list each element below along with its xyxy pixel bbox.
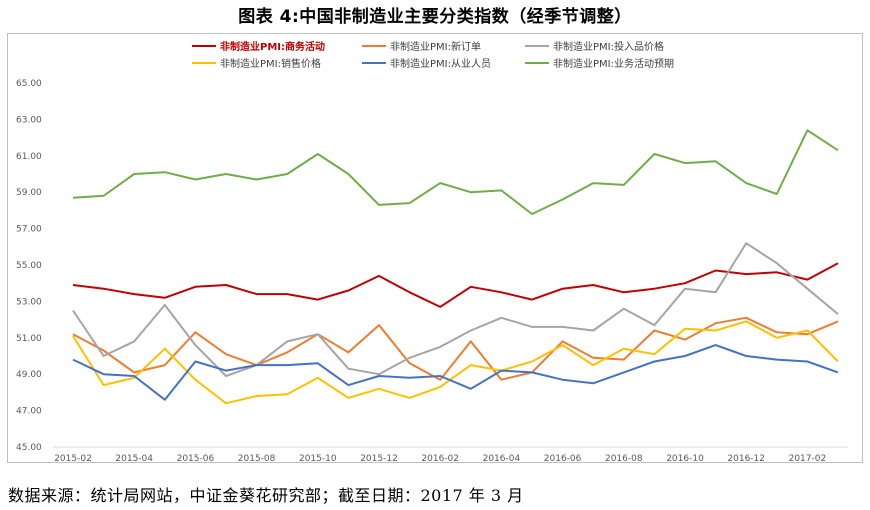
x-tick-label: 2016-04: [483, 454, 521, 464]
source-note: 数据来源：统计局网站，中证金葵花研究部；截至日期：2017 年 3 月: [8, 486, 524, 505]
x-tick-label: 2016-06: [544, 454, 582, 464]
x-tick-label: 2017-02: [789, 454, 827, 464]
y-tick-label: 55.00: [16, 261, 42, 271]
y-tick-label: 45.00: [16, 443, 42, 453]
x-tick-label: 2015-08: [238, 454, 276, 464]
legend-item-4: 非制造业PMI:销售价格: [192, 57, 321, 70]
x-tick-label: 2015-12: [360, 454, 398, 464]
x-tick-label: 2016-08: [605, 454, 643, 464]
legend-label: 非制造业PMI:从业人员: [390, 57, 491, 70]
plot-area: [72, 129, 839, 405]
y-tick-label: 57.00: [16, 225, 42, 235]
legend-item-1: 非制造业PMI:商务活动: [192, 40, 325, 53]
legend-label: 非制造业PMI:投入品价格: [553, 40, 664, 53]
y-tick-label: 61.00: [16, 152, 42, 162]
legend-label: 非制造业PMI:商务活动: [220, 40, 325, 53]
series-line-6: [72, 129, 839, 215]
series-line-1: [72, 262, 839, 308]
legend-label: 非制造业PMI:业务活动预期: [553, 57, 674, 70]
page-title: 图表 4:中国非制造业主要分类指数（经季节调整）: [238, 7, 632, 27]
chart-frame: [7, 33, 863, 463]
x-tick-label: 2015-02: [54, 454, 92, 464]
legend-item-2: 非制造业PMI:新订单: [362, 40, 481, 53]
y-tick-label: 59.00: [16, 188, 42, 198]
legend-label: 非制造业PMI:销售价格: [220, 57, 321, 70]
x-tick-label: 2015-10: [299, 454, 337, 464]
x-tick-label: 2015-06: [177, 454, 215, 464]
x-tick-label: 2016-12: [727, 454, 765, 464]
y-tick-label: 63.00: [16, 115, 42, 125]
legend: 非制造业PMI:商务活动 非制造业PMI:新订单 非制造业PMI:投入品价格非制造业…: [192, 40, 674, 70]
y-tick-label: 65.00: [16, 79, 42, 89]
legend-item-5: 非制造业PMI:从业人员: [362, 57, 491, 70]
legend-item-6: 非制造业PMI:业务活动预期: [525, 57, 674, 70]
legend-label: 非制造业PMI:新订单: [390, 40, 481, 53]
series-line-2: [72, 316, 839, 381]
y-tick-label: 53.00: [16, 297, 42, 307]
y-tick-label: 51.00: [16, 334, 42, 344]
legend-item-3: 非制造业PMI:投入品价格: [525, 40, 664, 53]
x-tick-label: 2016-10: [666, 454, 704, 464]
y-axis: 45.00 47.00 49.00 51.00 53.00 55.00 57.00 59.00…: [16, 79, 42, 453]
y-tick-label: 49.00: [16, 370, 42, 380]
series-line-5: [72, 344, 839, 401]
x-tick-label: 2015-04: [115, 454, 153, 464]
x-tick-label: 2016-02: [421, 454, 459, 464]
series-line-3: [72, 242, 839, 377]
y-tick-label: 47.00: [16, 407, 42, 417]
x-axis: 2015-02 2015-04 2015-06 2015-08 2015-10 2015-…: [54, 454, 826, 464]
series-line-4: [72, 320, 839, 405]
